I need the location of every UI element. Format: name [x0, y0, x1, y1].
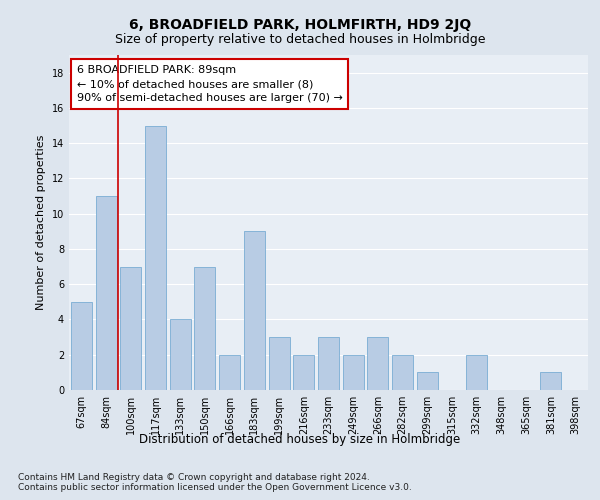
Bar [194, 266, 215, 390]
Y-axis label: Number of detached properties: Number of detached properties [36, 135, 46, 310]
Bar [392, 354, 413, 390]
Bar [417, 372, 438, 390]
Text: 6, BROADFIELD PARK, HOLMFIRTH, HD9 2JQ: 6, BROADFIELD PARK, HOLMFIRTH, HD9 2JQ [129, 18, 471, 32]
Text: Contains HM Land Registry data © Crown copyright and database right 2024.: Contains HM Land Registry data © Crown c… [18, 472, 370, 482]
Text: Distribution of detached houses by size in Holmbridge: Distribution of detached houses by size … [139, 432, 461, 446]
Bar [269, 337, 290, 390]
Bar [219, 354, 240, 390]
Bar [145, 126, 166, 390]
Bar [293, 354, 314, 390]
Bar [170, 320, 191, 390]
Bar [244, 232, 265, 390]
Text: Contains public sector information licensed under the Open Government Licence v3: Contains public sector information licen… [18, 484, 412, 492]
Bar [541, 372, 562, 390]
Bar [367, 337, 388, 390]
Bar [466, 354, 487, 390]
Bar [95, 196, 116, 390]
Bar [71, 302, 92, 390]
Bar [318, 337, 339, 390]
Bar [120, 266, 141, 390]
Text: Size of property relative to detached houses in Holmbridge: Size of property relative to detached ho… [115, 32, 485, 46]
Bar [343, 354, 364, 390]
Text: 6 BROADFIELD PARK: 89sqm
← 10% of detached houses are smaller (8)
90% of semi-de: 6 BROADFIELD PARK: 89sqm ← 10% of detach… [77, 65, 343, 103]
